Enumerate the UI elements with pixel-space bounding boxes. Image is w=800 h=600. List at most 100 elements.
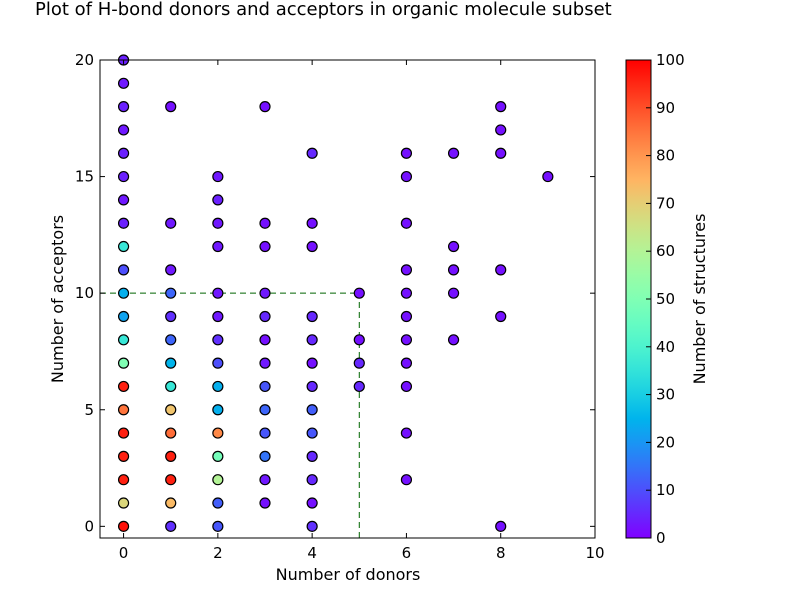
- data-point: [400, 217, 413, 229]
- data-point: [117, 77, 130, 89]
- data-point: [495, 147, 507, 159]
- colorbar-tick-label: 50: [656, 290, 675, 308]
- data-point: [542, 170, 554, 183]
- data-point: [212, 240, 224, 253]
- data-point: [306, 334, 318, 346]
- colorbar-tick-label: 90: [656, 99, 675, 117]
- data-point: [117, 520, 130, 532]
- data-point: [400, 147, 413, 159]
- plot-area: 0 2 4 6 8 10 0 5 10 15 20: [75, 51, 605, 562]
- data-point: [353, 380, 365, 393]
- data-point: [353, 287, 365, 299]
- data-point: [306, 380, 318, 393]
- data-point: [306, 147, 318, 159]
- data-point: [400, 287, 413, 299]
- data-point: [117, 427, 130, 439]
- data-point: [447, 240, 460, 253]
- colorbar-tick-label: 30: [656, 386, 675, 404]
- data-point: [259, 357, 271, 369]
- data-point: [212, 334, 224, 346]
- x-axis-label: Number of donors: [276, 565, 421, 584]
- data-point: [259, 287, 271, 299]
- data-point: [259, 404, 271, 416]
- data-point: [117, 380, 130, 393]
- colorbar-tick-label: 0: [656, 529, 666, 547]
- data-point: [212, 310, 224, 323]
- colorbar: 0 10 20 30 40 50 60 70 80 90 100: [625, 51, 685, 547]
- data-point: [495, 264, 507, 276]
- data-point: [306, 474, 318, 486]
- data-point: [259, 474, 271, 486]
- data-point: [165, 310, 177, 323]
- data-point: [212, 170, 224, 183]
- x-tick-label: 0: [119, 544, 129, 562]
- data-point: [353, 357, 365, 369]
- data-point: [495, 310, 507, 323]
- data-point: [117, 310, 130, 323]
- data-point: [212, 474, 224, 486]
- data-point: [306, 240, 318, 253]
- data-point: [400, 427, 413, 439]
- data-point: [306, 450, 318, 462]
- data-point: [306, 427, 318, 439]
- y-axis-label: Number of acceptors: [48, 215, 67, 383]
- data-point: [117, 124, 130, 136]
- data-point: [117, 264, 130, 276]
- data-point: [495, 520, 507, 532]
- data-point: [259, 217, 271, 229]
- data-point: [165, 520, 177, 532]
- data-point: [165, 380, 177, 393]
- x-tick-label: 2: [213, 544, 223, 562]
- data-point: [400, 334, 413, 346]
- data-point: [117, 334, 130, 346]
- data-point: [117, 474, 130, 486]
- data-point: [306, 404, 318, 416]
- data-point: [447, 287, 460, 299]
- data-point: [259, 380, 271, 393]
- data-point: [117, 194, 130, 206]
- data-point: [165, 497, 177, 509]
- x-tick-label: 4: [307, 544, 317, 562]
- data-point: [212, 450, 224, 462]
- data-point: [447, 147, 460, 159]
- x-tick-label: 8: [496, 544, 506, 562]
- data-point: [212, 520, 224, 532]
- data-point: [117, 404, 130, 416]
- data-point: [117, 101, 130, 113]
- data-point: [117, 147, 130, 159]
- colorbar-tick-label: 70: [656, 194, 675, 212]
- y-tick-label: 10: [75, 284, 94, 302]
- data-point: [306, 310, 318, 323]
- data-point: [212, 404, 224, 416]
- data-point: [306, 357, 318, 369]
- data-point: [117, 217, 130, 229]
- y-tick-label: 20: [75, 51, 94, 69]
- data-point: [117, 287, 130, 299]
- colorbar-tick-label: 40: [656, 338, 675, 356]
- data-point: [117, 450, 130, 462]
- data-point: [306, 497, 318, 509]
- x-tick-label: 6: [402, 544, 412, 562]
- data-point: [495, 101, 507, 113]
- data-point: [165, 334, 177, 346]
- data-point: [353, 334, 365, 346]
- y-tick-label: 0: [84, 517, 94, 535]
- colorbar-tick-label: 80: [656, 147, 675, 165]
- y-tick-label: 15: [75, 168, 94, 186]
- colorbar-tick-label: 20: [656, 433, 675, 451]
- data-point: [165, 427, 177, 439]
- data-point: [212, 287, 224, 299]
- data-point: [400, 170, 413, 183]
- data-point: [165, 474, 177, 486]
- data-point: [165, 287, 177, 299]
- data-point: [259, 334, 271, 346]
- plot-frame: [99, 59, 596, 539]
- data-point: [306, 520, 318, 532]
- data-point: [400, 264, 413, 276]
- data-point: [165, 450, 177, 462]
- data-point: [259, 427, 271, 439]
- data-point: [212, 497, 224, 509]
- data-point: [117, 170, 130, 183]
- data-point: [165, 217, 177, 229]
